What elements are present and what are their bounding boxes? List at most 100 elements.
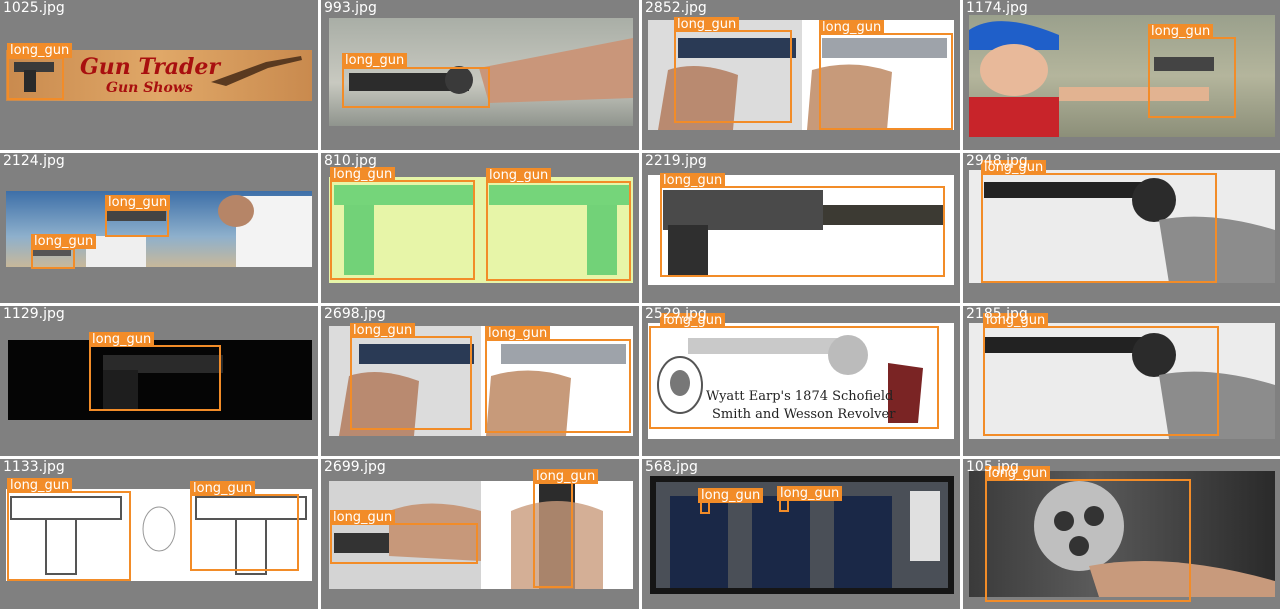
image-filename: 993.jpg bbox=[324, 0, 377, 16]
image-tile[interactable]: 2185.jpg long_gun bbox=[963, 306, 1280, 456]
hand-with-pistol bbox=[339, 344, 474, 436]
image-tile[interactable]: 105.jpg long_gun bbox=[963, 459, 1280, 609]
detection-box bbox=[819, 33, 953, 130]
detection-label: long_gun bbox=[7, 478, 73, 493]
image-tile[interactable]: 2529.jpg Wyatt Earp's 1874 Schofield Smi… bbox=[642, 306, 960, 456]
hand-with-pistol-side bbox=[334, 503, 481, 561]
image-filename: 105.jpg bbox=[966, 459, 1019, 475]
detection-box bbox=[105, 209, 169, 237]
hand-with-silver-pistol bbox=[807, 38, 947, 130]
image-preview bbox=[329, 481, 481, 589]
detection-label: long_gun bbox=[981, 160, 1047, 175]
image-preview: Gun Trader Gun Shows bbox=[6, 50, 312, 101]
detection-label: long_gun bbox=[985, 466, 1051, 481]
detection-label: long_gun bbox=[1148, 24, 1214, 39]
hand-with-pistol bbox=[658, 38, 796, 130]
detection-box bbox=[485, 339, 631, 433]
image-filename: 810.jpg bbox=[324, 153, 377, 169]
image-tile[interactable]: 2948.jpg long_gun bbox=[963, 153, 1280, 303]
image-tile[interactable]: 810.jpg long_gun long_gun bbox=[321, 153, 639, 303]
engraved-revolver bbox=[657, 335, 923, 423]
image-filename: 2185.jpg bbox=[966, 306, 1028, 322]
banner-title: Gun Trader bbox=[80, 54, 221, 80]
banner-subtitle: Gun Shows bbox=[106, 80, 193, 96]
detection-box bbox=[674, 30, 792, 123]
image-preview bbox=[329, 326, 481, 436]
image-preview bbox=[329, 177, 633, 283]
dark-pistol bbox=[103, 355, 223, 410]
image-tile[interactable]: 568.jpg long_gun long_gun bbox=[642, 459, 960, 609]
detection-label: long_gun bbox=[31, 234, 97, 249]
detection-label: long_gun bbox=[983, 313, 1049, 328]
image-tile[interactable]: 2219.jpg long_gun bbox=[642, 153, 960, 303]
detection-box bbox=[89, 345, 221, 411]
image-tile[interactable]: 2699.jpg long_gun long_gun bbox=[321, 459, 639, 609]
detection-label: long_gun bbox=[89, 332, 155, 347]
detection-box bbox=[981, 173, 1217, 283]
detection-label: long_gun bbox=[330, 510, 396, 525]
image-preview bbox=[8, 340, 312, 420]
image-filename: 2529.jpg bbox=[645, 306, 707, 322]
image-filename: 1133.jpg bbox=[3, 459, 65, 475]
image-preview bbox=[6, 489, 312, 581]
image-filename: 2699.jpg bbox=[324, 459, 386, 475]
hand-with-silver-pistol bbox=[486, 344, 626, 436]
image-preview: Wyatt Earp's 1874 Schofield Smith and We… bbox=[648, 323, 954, 439]
image-tile[interactable]: 1129.jpg long_gun bbox=[0, 306, 318, 456]
image-filename: 568.jpg bbox=[645, 459, 698, 475]
image-filename: 2852.jpg bbox=[645, 0, 707, 16]
image-filename: 1174.jpg bbox=[966, 0, 1028, 16]
image-preview bbox=[329, 18, 633, 126]
detection-label: long_gun bbox=[660, 173, 726, 188]
image-tile[interactable]: 2852.jpg long_gun long_gun bbox=[642, 0, 960, 150]
image-filename: 1025.jpg bbox=[3, 0, 65, 16]
detection-label: long_gun bbox=[533, 469, 599, 484]
image-tile[interactable]: 993.jpg long_gun bbox=[321, 0, 639, 150]
image-caption-line2: Smith and Wesson Revolver bbox=[712, 407, 896, 422]
image-preview bbox=[969, 170, 1275, 283]
image-preview bbox=[648, 175, 954, 285]
image-tile[interactable]: 1133.jpg long_gun long_gun bbox=[0, 459, 318, 609]
arm-with-revolver bbox=[349, 38, 633, 103]
image-preview bbox=[969, 471, 1275, 597]
detection-label: long_gun bbox=[660, 313, 726, 328]
shooter-with-pistol bbox=[969, 21, 1214, 137]
detection-box bbox=[7, 491, 131, 581]
detection-label: long_gun bbox=[485, 326, 551, 341]
detection-label: long_gun bbox=[330, 167, 396, 182]
detection-box bbox=[486, 181, 631, 281]
image-preview bbox=[802, 20, 954, 130]
sketched-pistols bbox=[10, 496, 307, 575]
image-filename: 2698.jpg bbox=[324, 306, 386, 322]
handgun-illustration bbox=[14, 62, 54, 92]
image-filename: 2219.jpg bbox=[645, 153, 707, 169]
image-preview bbox=[481, 326, 633, 436]
detection-box bbox=[533, 482, 573, 588]
rifle-illustration bbox=[211, 56, 302, 86]
detection-box bbox=[31, 248, 75, 269]
detection-box bbox=[330, 180, 475, 280]
detection-label: long_gun bbox=[350, 323, 416, 338]
detection-label: long_gun bbox=[777, 486, 843, 501]
detection-box bbox=[342, 67, 490, 108]
detection-box bbox=[190, 494, 299, 571]
image-tile[interactable]: 2698.jpg long_gun long_gun bbox=[321, 306, 639, 456]
image-filename: 1129.jpg bbox=[3, 306, 65, 322]
detection-box bbox=[983, 326, 1219, 436]
detection-label: long_gun bbox=[342, 53, 408, 68]
detection-label: long_gun bbox=[190, 481, 256, 496]
detection-box bbox=[649, 326, 939, 429]
detection-box bbox=[330, 523, 478, 564]
detection-box bbox=[660, 186, 945, 277]
image-caption-line1: Wyatt Earp's 1874 Schofield bbox=[706, 389, 894, 404]
detection-box bbox=[7, 57, 64, 100]
image-tile[interactable]: 2124.jpg long_gun long_gun bbox=[0, 153, 318, 303]
detection-label: long_gun bbox=[819, 20, 885, 35]
image-filename: 2948.jpg bbox=[966, 153, 1028, 169]
pistol-with-suppressor bbox=[663, 190, 943, 275]
image-tile[interactable]: 1174.jpg long_gun bbox=[963, 0, 1280, 150]
image-tile[interactable]: 1025.jpg Gun Trader Gun Shows long_gun bbox=[0, 0, 318, 150]
detection-label: long_gun bbox=[674, 17, 740, 32]
revolver-close-up bbox=[1034, 481, 1275, 597]
detection-box bbox=[985, 479, 1191, 602]
